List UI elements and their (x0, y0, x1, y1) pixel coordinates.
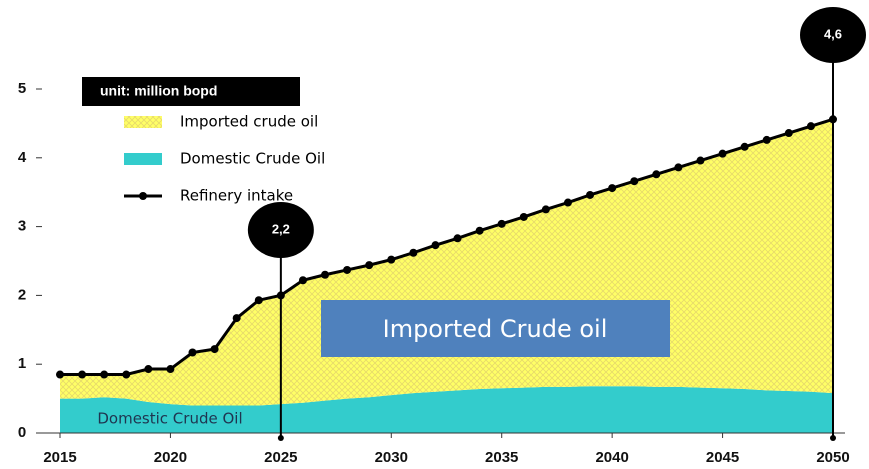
y-tick-label: 0 (18, 424, 26, 441)
point (519, 212, 528, 221)
x-tick-label: 2040 (595, 449, 628, 466)
label-box (321, 300, 670, 357)
point (343, 265, 352, 274)
callout-label: 4,6 (824, 26, 842, 41)
point (210, 345, 219, 354)
point (56, 370, 64, 379)
point (431, 241, 440, 250)
point (387, 255, 396, 264)
callout-label: 2,2 (272, 221, 290, 236)
unit-label: unit: million bopd (100, 83, 217, 99)
label-box (66, 406, 276, 430)
callout-end (830, 435, 836, 441)
point (144, 365, 153, 374)
legend-swatch (139, 192, 147, 200)
point (188, 348, 197, 357)
point (784, 129, 793, 138)
x-tick-label: 2035 (485, 449, 518, 466)
point (630, 177, 639, 186)
point (298, 276, 307, 285)
callout-bubble (247, 202, 314, 258)
callout-end (277, 435, 284, 441)
point (254, 296, 263, 305)
x-tick-label: 2015 (43, 449, 76, 466)
point (122, 370, 131, 379)
point (409, 248, 418, 257)
area (60, 119, 833, 406)
legend-swatch (124, 116, 162, 128)
y-tick-label: 3 (18, 218, 26, 235)
point (453, 234, 462, 243)
point (365, 261, 374, 270)
point (541, 205, 550, 214)
legend-swatch (124, 153, 162, 165)
legend-label: Imported crude oil (180, 113, 318, 131)
point (475, 226, 484, 235)
legend-label: Refinery intake (180, 187, 293, 205)
point (762, 135, 771, 144)
y-tick-label: 2 (18, 286, 26, 303)
point (563, 198, 572, 207)
point (497, 219, 506, 228)
unit-box (82, 77, 300, 106)
y-tick-label: 1 (18, 355, 26, 372)
point (718, 149, 727, 158)
point (696, 156, 705, 165)
point (321, 270, 330, 279)
y-tick-label: 5 (18, 80, 26, 97)
point (608, 184, 617, 193)
y-tick-label: 4 (18, 149, 27, 166)
point (586, 190, 595, 199)
point (652, 170, 661, 179)
callout-bubble (800, 7, 866, 63)
point (166, 365, 175, 374)
point (740, 142, 749, 151)
point (806, 122, 815, 131)
area-label: Domestic Crude Oil (97, 410, 242, 428)
point (78, 370, 87, 379)
x-tick-label: 2020 (154, 449, 187, 466)
x-tick-label: 2045 (706, 449, 739, 466)
point (674, 163, 683, 172)
point (100, 370, 109, 379)
x-tick-label: 2025 (264, 449, 297, 466)
x-tick-label: 2050 (816, 449, 849, 466)
x-tick-label: 2030 (375, 449, 408, 466)
area-label: Imported Crude oil (383, 315, 608, 343)
point (232, 314, 241, 323)
legend-label: Domestic Crude Oil (180, 150, 325, 168)
